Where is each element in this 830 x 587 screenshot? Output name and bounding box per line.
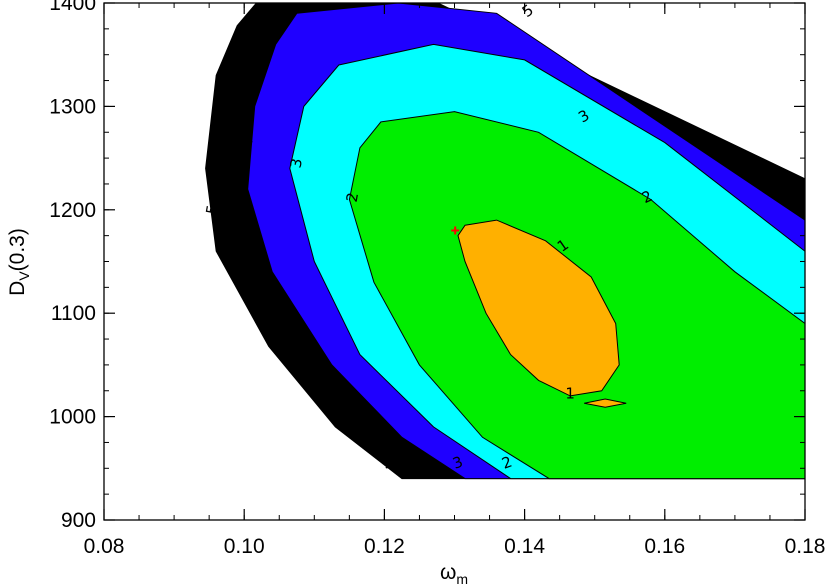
- contour-label-1: 1: [565, 384, 575, 402]
- x-tick-label-0: 0.08: [84, 535, 125, 558]
- x-axis-label-symbol: ω: [440, 561, 456, 584]
- contour-label-8: 4: [238, 136, 257, 149]
- y-tick-label-2: 1100: [51, 302, 96, 325]
- y-tick-label-3: 1200: [49, 199, 96, 222]
- contour-label-6: 3: [287, 157, 306, 170]
- contour-label-3: 2: [343, 191, 362, 204]
- y-axis-label-symbol: D: [6, 281, 29, 296]
- contour-region-4-level-1: [457, 219, 620, 397]
- best-fit-marker-layer: [451, 226, 460, 235]
- x-tick-label-1: 0.10: [224, 535, 265, 558]
- y-tick-label-0: 900: [61, 509, 96, 532]
- x-tick-label-5: 0.18: [785, 535, 826, 558]
- x-tick-label-4: 0.16: [644, 535, 685, 558]
- x-axis-label-subscript: m: [456, 571, 468, 587]
- y-axis-label: DV(0.3): [6, 228, 32, 296]
- x-tick-label-2: 0.12: [364, 535, 405, 558]
- tick-labels: 0.08 0.10 0.12 0.14 0.16 0.18 900 1000 1100 1200 1…: [49, 0, 825, 558]
- best-fit-marker: [451, 226, 460, 235]
- contour-regions: [205, 3, 805, 480]
- x-axis-label: ωm: [440, 561, 468, 587]
- y-tick-label-4: 1300: [49, 95, 96, 118]
- contour-region-5-level-1: [584, 398, 627, 408]
- x-tick-label-3: 0.14: [504, 535, 545, 558]
- y-tick-label-5: 1400: [49, 0, 96, 15]
- contour-label-10: 5: [519, 1, 537, 21]
- axes: [103, 2, 806, 521]
- y-axis-label-suffix: (0.3): [6, 228, 29, 271]
- contour-label-11: 5: [202, 203, 221, 216]
- y-tick-label-1: 1000: [49, 406, 96, 429]
- y-axis-label-subscript: V: [16, 271, 32, 281]
